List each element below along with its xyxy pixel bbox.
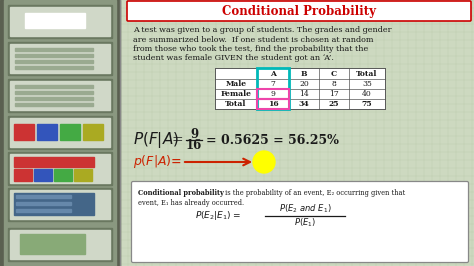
Text: student was female GIVEN the student got an ‘A’.: student was female GIVEN the student got… xyxy=(133,55,334,63)
Bar xyxy=(215,68,385,109)
Bar xyxy=(8,42,112,75)
Bar xyxy=(15,103,93,106)
Text: $\mathit{p}(\mathit{F}|\mathit{A})$=: $\mathit{p}(\mathit{F}|\mathit{A})$= xyxy=(133,153,182,171)
Text: = 0.5625 = 56.25%: = 0.5625 = 56.25% xyxy=(206,134,339,147)
Text: 20: 20 xyxy=(299,80,309,88)
Bar xyxy=(257,89,289,99)
Bar xyxy=(10,81,110,110)
FancyBboxPatch shape xyxy=(127,1,471,21)
Bar xyxy=(4,0,116,266)
Text: 9: 9 xyxy=(271,90,275,98)
Text: event, E₁ has already occurred.: event, E₁ has already occurred. xyxy=(138,199,244,207)
Bar xyxy=(10,190,110,219)
Text: are summarized below.  If one student is chosen at random: are summarized below. If one student is … xyxy=(133,35,374,44)
Circle shape xyxy=(253,151,275,173)
Text: Total: Total xyxy=(225,100,246,108)
Bar xyxy=(257,68,289,109)
Bar xyxy=(15,66,93,69)
Bar xyxy=(0,0,120,266)
Text: 8: 8 xyxy=(331,80,337,88)
Bar xyxy=(15,60,93,63)
Text: B: B xyxy=(301,69,307,77)
Bar xyxy=(15,91,93,94)
Bar xyxy=(15,85,93,88)
Text: C: C xyxy=(331,69,337,77)
Bar xyxy=(8,79,112,112)
Text: 16: 16 xyxy=(268,100,278,108)
Text: is the probability of an event, E₂ occurring given that: is the probability of an event, E₂ occur… xyxy=(223,189,405,197)
Bar xyxy=(16,202,71,205)
Text: 7: 7 xyxy=(271,80,275,88)
Bar xyxy=(10,44,110,73)
Text: $\mathit{P}(\mathit{E}_1)$: $\mathit{P}(\mathit{E}_1)$ xyxy=(294,217,316,229)
Bar xyxy=(10,118,110,147)
Bar xyxy=(60,124,80,140)
Text: 17: 17 xyxy=(329,90,339,98)
Bar xyxy=(8,116,112,149)
Text: Male: Male xyxy=(226,80,246,88)
Text: 75: 75 xyxy=(362,100,372,108)
Bar xyxy=(257,99,289,109)
Text: from those who took the test, find the probability that the: from those who took the test, find the p… xyxy=(133,45,368,53)
Bar xyxy=(20,234,85,254)
Text: Total: Total xyxy=(356,69,378,77)
Text: Conditional Probability: Conditional Probability xyxy=(222,6,376,19)
Text: A: A xyxy=(270,69,276,77)
Bar xyxy=(8,152,112,185)
Bar xyxy=(14,124,34,140)
Bar xyxy=(10,230,110,259)
Bar xyxy=(14,157,94,167)
Bar xyxy=(14,169,32,181)
Text: 35: 35 xyxy=(362,80,372,88)
Text: 34: 34 xyxy=(299,100,310,108)
Text: Female: Female xyxy=(220,90,252,98)
Bar xyxy=(8,188,112,221)
Bar xyxy=(15,54,93,57)
Bar xyxy=(8,228,112,261)
Text: $\mathit{P}(\mathit{F}|\mathit{A})$: $\mathit{P}(\mathit{F}|\mathit{A})$ xyxy=(133,130,179,150)
Bar xyxy=(37,124,57,140)
Text: $\mathit{P}(\mathit{E}_2|\mathit{E}_1) =$: $\mathit{P}(\mathit{E}_2|\mathit{E}_1) =… xyxy=(195,210,241,222)
Text: $\mathit{P}(\mathit{E}_2\ \mathit{and}\ \mathit{E}_1)$: $\mathit{P}(\mathit{E}_2\ \mathit{and}\ … xyxy=(279,203,331,215)
Text: 16: 16 xyxy=(186,139,202,152)
Bar xyxy=(74,169,92,181)
Text: A test was given to a group of students. The grades and gender: A test was given to a group of students.… xyxy=(133,26,392,34)
Bar xyxy=(83,124,103,140)
Bar xyxy=(10,154,110,183)
Text: Conditional probability: Conditional probability xyxy=(138,189,224,197)
Bar xyxy=(16,209,71,212)
Bar xyxy=(34,169,52,181)
Text: 25: 25 xyxy=(329,100,339,108)
Text: 9: 9 xyxy=(190,128,198,142)
Bar xyxy=(16,195,71,198)
Text: =: = xyxy=(172,133,183,147)
Bar xyxy=(15,48,93,51)
Bar xyxy=(54,169,72,181)
Bar xyxy=(25,13,85,28)
Text: 40: 40 xyxy=(362,90,372,98)
Bar xyxy=(15,97,93,100)
Text: 14: 14 xyxy=(299,90,309,98)
FancyBboxPatch shape xyxy=(131,181,468,263)
Bar xyxy=(14,193,94,215)
Bar xyxy=(10,7,110,36)
Bar xyxy=(8,5,112,38)
